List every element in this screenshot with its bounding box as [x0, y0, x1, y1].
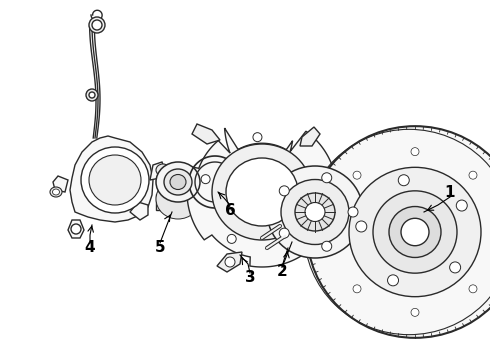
Ellipse shape: [305, 202, 325, 221]
Ellipse shape: [156, 179, 200, 219]
Circle shape: [353, 171, 361, 179]
Polygon shape: [156, 194, 200, 210]
Circle shape: [348, 207, 358, 217]
Text: 3: 3: [245, 270, 255, 285]
Polygon shape: [192, 124, 220, 144]
Polygon shape: [68, 220, 84, 238]
Text: 1: 1: [445, 185, 455, 199]
Text: 2: 2: [277, 265, 287, 279]
Polygon shape: [70, 136, 153, 222]
Circle shape: [322, 173, 332, 183]
Circle shape: [411, 309, 419, 316]
Ellipse shape: [52, 189, 59, 195]
Ellipse shape: [50, 187, 62, 197]
Ellipse shape: [307, 126, 490, 338]
Ellipse shape: [373, 191, 457, 273]
Circle shape: [469, 285, 477, 293]
Circle shape: [398, 175, 409, 186]
Ellipse shape: [401, 218, 429, 246]
Ellipse shape: [212, 144, 312, 240]
Circle shape: [388, 275, 398, 286]
Text: 6: 6: [224, 202, 235, 217]
Circle shape: [356, 221, 367, 232]
Ellipse shape: [81, 147, 149, 213]
Polygon shape: [187, 128, 337, 267]
Circle shape: [295, 229, 304, 238]
Ellipse shape: [164, 169, 192, 195]
Circle shape: [353, 285, 361, 293]
Circle shape: [456, 200, 467, 211]
Circle shape: [322, 241, 332, 251]
Ellipse shape: [156, 162, 200, 202]
Circle shape: [89, 92, 95, 98]
Circle shape: [89, 17, 105, 33]
Polygon shape: [53, 176, 68, 192]
Circle shape: [253, 133, 262, 142]
Ellipse shape: [389, 207, 441, 257]
Text: 5: 5: [155, 240, 165, 256]
Ellipse shape: [89, 155, 141, 205]
Circle shape: [311, 166, 320, 175]
Ellipse shape: [281, 180, 349, 244]
Circle shape: [86, 89, 98, 101]
Circle shape: [201, 175, 210, 184]
Circle shape: [227, 234, 236, 243]
Ellipse shape: [295, 193, 335, 231]
Circle shape: [469, 171, 477, 179]
Ellipse shape: [170, 175, 186, 189]
Circle shape: [71, 224, 81, 234]
Polygon shape: [300, 127, 320, 146]
Polygon shape: [150, 162, 165, 180]
Circle shape: [450, 262, 461, 273]
Circle shape: [279, 228, 289, 238]
Text: 4: 4: [85, 240, 96, 256]
Polygon shape: [217, 252, 242, 272]
Circle shape: [225, 257, 235, 267]
Polygon shape: [130, 202, 148, 220]
Circle shape: [411, 148, 419, 156]
Ellipse shape: [226, 158, 298, 226]
Ellipse shape: [156, 164, 170, 176]
Circle shape: [92, 20, 102, 30]
Ellipse shape: [267, 166, 363, 258]
Ellipse shape: [349, 167, 481, 297]
Circle shape: [329, 228, 337, 236]
Circle shape: [279, 186, 289, 196]
